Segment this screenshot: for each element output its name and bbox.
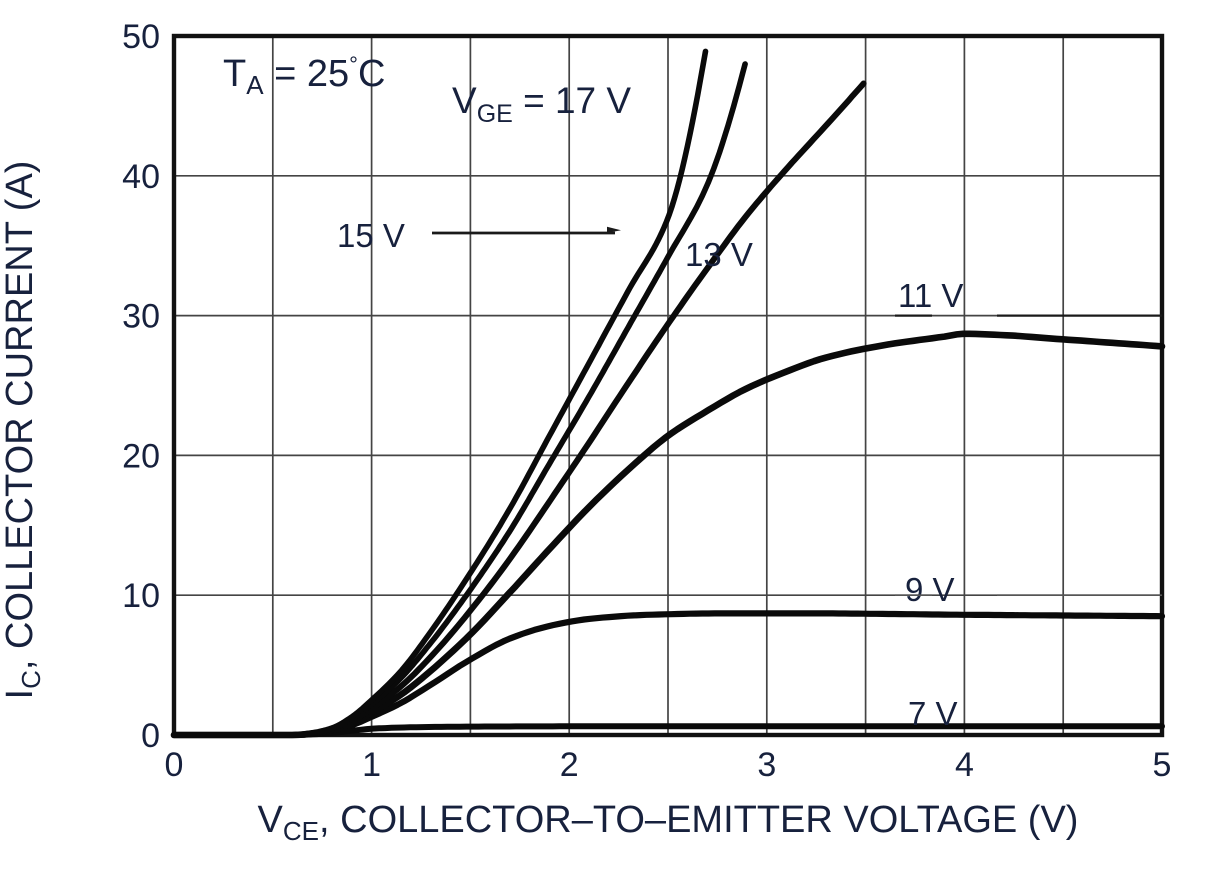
- svg-text:0: 0: [165, 746, 184, 784]
- svg-text:10: 10: [122, 577, 160, 615]
- svg-text:50: 50: [122, 18, 160, 56]
- svg-text:40: 40: [122, 158, 160, 196]
- svg-text:IC, COLLECTOR CURRENT (A): IC, COLLECTOR CURRENT (A): [0, 161, 46, 700]
- svg-text:13 V: 13 V: [685, 236, 753, 273]
- svg-text:0: 0: [141, 717, 160, 755]
- svg-text:5: 5: [1153, 746, 1172, 784]
- svg-text:30: 30: [122, 298, 160, 336]
- svg-text:3: 3: [757, 746, 776, 784]
- svg-text:VCE, COLLECTOR–TO–EMITTER VOLT: VCE, COLLECTOR–TO–EMITTER VOLTAGE (V): [258, 799, 1079, 846]
- svg-text:2: 2: [560, 746, 579, 784]
- svg-text:20: 20: [122, 437, 160, 475]
- svg-text:7 V: 7 V: [908, 695, 958, 732]
- svg-text:9 V: 9 V: [905, 571, 955, 608]
- svg-text:1: 1: [362, 746, 381, 784]
- svg-text:4: 4: [955, 746, 974, 784]
- svg-text:15 V: 15 V: [337, 217, 405, 254]
- svg-text:11 V: 11 V: [898, 277, 963, 314]
